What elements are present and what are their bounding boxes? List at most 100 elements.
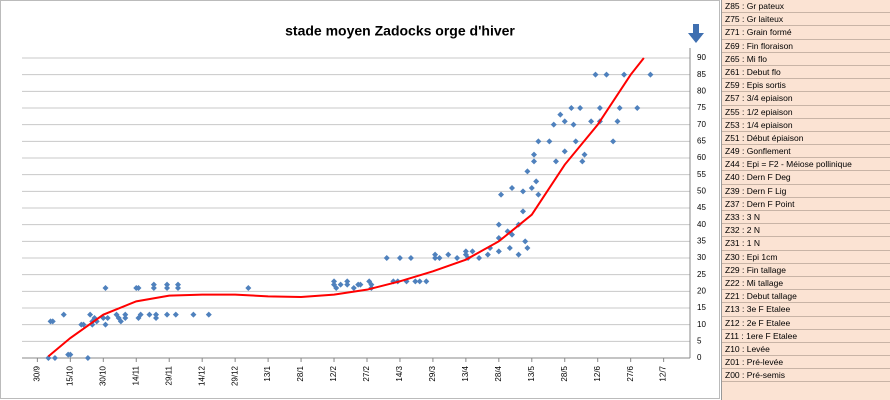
stage-label: Z01 : Pré-levée xyxy=(722,356,890,370)
stage-label: Z12 : 2e F Etalee xyxy=(722,317,890,330)
data-point xyxy=(175,281,182,288)
stage-label: Z44 : Epi = F2 - Méiose pollinique xyxy=(722,158,890,172)
data-point xyxy=(104,315,111,321)
data-point xyxy=(552,158,559,165)
y-tick-label: 0 xyxy=(697,353,702,362)
x-tick-label: 12/2 xyxy=(329,365,338,381)
x-tick-label: 30/9 xyxy=(32,365,41,381)
data-point xyxy=(60,311,67,318)
data-point xyxy=(368,281,375,288)
data-point xyxy=(561,148,568,155)
stage-label: Z22 : Mi tallage xyxy=(722,277,890,291)
data-point xyxy=(344,281,351,288)
stage-label: Z21 : Debut tallage xyxy=(722,290,890,304)
y-tick-label: 50 xyxy=(697,186,706,195)
data-point xyxy=(337,281,344,288)
stage-label: Z57 : 3/4 epiaison xyxy=(722,92,890,106)
data-point xyxy=(509,231,516,238)
x-tick-label: 30/10 xyxy=(98,365,107,386)
stage-label: Z39 : Dern F Lig xyxy=(722,185,890,198)
data-point xyxy=(190,311,197,318)
y-tick-label: 75 xyxy=(697,103,706,112)
data-point xyxy=(67,351,74,358)
x-tick-label: 14/11 xyxy=(131,365,140,385)
x-tick-label: 29/11 xyxy=(164,365,173,385)
data-point xyxy=(432,251,439,258)
data-point xyxy=(579,158,586,165)
data-point xyxy=(164,311,171,318)
data-point xyxy=(175,285,182,291)
data-point xyxy=(146,311,153,318)
x-tick-label: 28/5 xyxy=(560,365,569,381)
y-tick-label: 90 xyxy=(697,53,706,62)
x-tick-label: 29/12 xyxy=(230,365,239,386)
stage-label: Z30 : Epi 1cm xyxy=(722,251,890,264)
data-point xyxy=(588,118,595,125)
data-point xyxy=(117,318,124,325)
data-point xyxy=(570,121,577,128)
data-point xyxy=(561,118,568,125)
y-tick-label: 65 xyxy=(697,136,706,145)
y-tick-label: 35 xyxy=(697,236,706,245)
data-point xyxy=(581,151,588,158)
x-tick-label: 29/3 xyxy=(428,365,437,381)
x-tick-label: 14/3 xyxy=(395,365,404,381)
data-point xyxy=(150,285,157,291)
data-point xyxy=(603,71,610,78)
y-tick-label: 60 xyxy=(697,153,706,162)
data-point xyxy=(462,248,469,255)
stage-label: Z49 : Gonflement xyxy=(722,145,890,159)
y-tick-label: 15 xyxy=(697,303,706,312)
data-point xyxy=(150,281,157,288)
data-point xyxy=(557,111,564,118)
y-tick-label: 55 xyxy=(697,170,706,179)
y-tick-label: 70 xyxy=(697,120,706,129)
data-point xyxy=(524,245,531,251)
data-point xyxy=(357,281,364,288)
data-point xyxy=(528,185,535,191)
data-point xyxy=(164,285,171,291)
data-point xyxy=(84,355,91,361)
x-tick-label: 15/10 xyxy=(65,365,74,386)
data-point xyxy=(647,71,654,78)
data-point xyxy=(396,255,403,261)
data-point xyxy=(476,255,483,261)
arrow-icon xyxy=(688,24,704,43)
stage-label: Z29 : Fin tallage xyxy=(722,264,890,277)
data-point xyxy=(522,238,529,245)
data-point xyxy=(495,248,502,255)
data-point xyxy=(245,285,252,291)
x-tick-label: 12/6 xyxy=(593,365,602,381)
data-point xyxy=(331,278,338,285)
data-point xyxy=(102,321,109,328)
y-tick-label: 30 xyxy=(697,253,706,262)
stage-list: Z85 : Gr pateux Z75 : Gr laiteux Z71 : Gra… xyxy=(721,0,890,400)
data-point xyxy=(47,318,54,325)
data-point xyxy=(506,245,513,251)
data-point xyxy=(122,311,129,318)
stage-label: Z40 : Dern F Deg xyxy=(722,171,890,185)
stage-label: Z75 : Gr laiteux xyxy=(722,13,890,27)
trend-line xyxy=(47,57,645,358)
data-point xyxy=(634,105,641,111)
y-tick-label: 20 xyxy=(697,286,706,295)
data-point xyxy=(572,138,579,145)
stage-label: Z32 : 2 N xyxy=(722,224,890,238)
data-point xyxy=(535,191,542,198)
y-tick-label: 45 xyxy=(697,203,706,212)
data-point xyxy=(45,355,52,361)
data-point xyxy=(495,221,502,228)
chart-title: stade moyen Zadocks orge d'hiver xyxy=(285,23,515,39)
data-point xyxy=(596,105,603,111)
data-point xyxy=(535,138,542,145)
stage-label: Z31 : 1 N xyxy=(722,237,890,251)
data-point xyxy=(135,285,142,291)
data-point xyxy=(530,151,537,158)
data-point xyxy=(498,191,505,198)
data-point xyxy=(51,355,58,361)
chart-frame xyxy=(0,0,720,399)
x-tick-label: 28/4 xyxy=(494,365,503,381)
data-point xyxy=(610,138,617,145)
data-point xyxy=(153,315,160,321)
